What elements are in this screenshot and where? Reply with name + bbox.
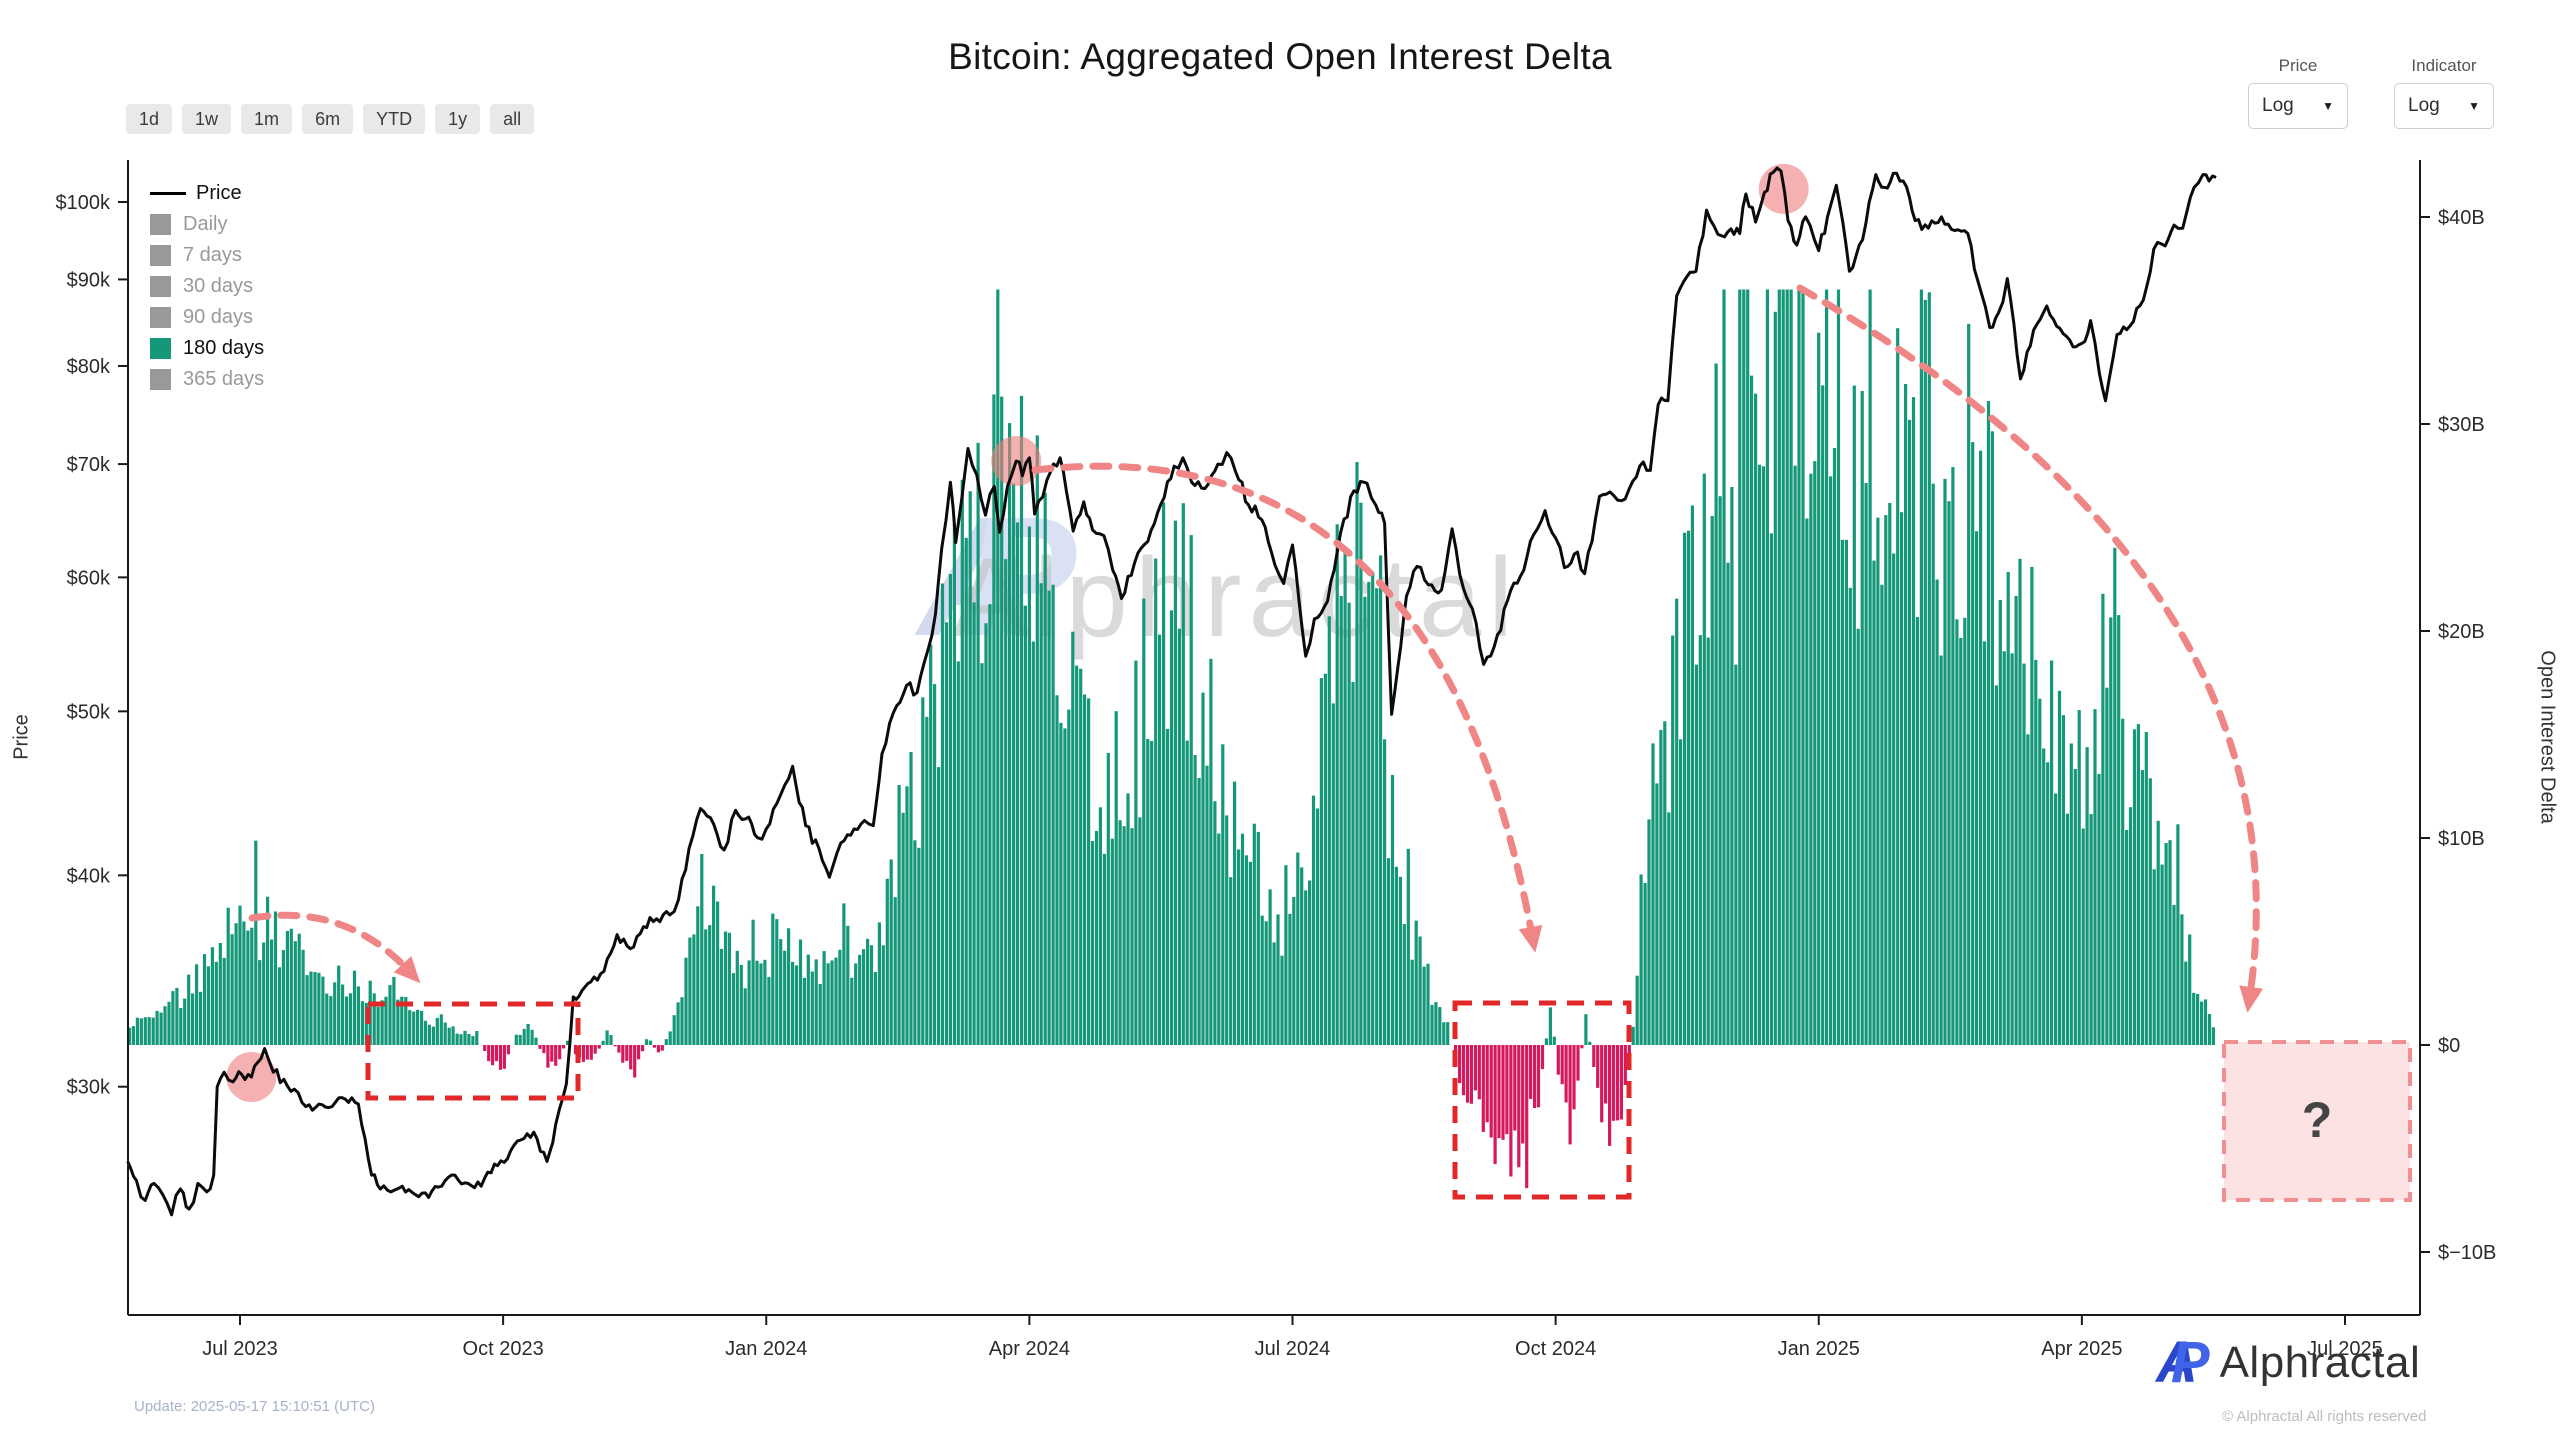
range-button-1w[interactable]: 1w <box>182 104 232 134</box>
legend-item-label: 180 days <box>183 337 265 359</box>
brand-name: Alphractal <box>2219 1338 2421 1387</box>
question-mark-label: ? <box>2302 1092 2333 1148</box>
x-tick-label: Oct 2023 <box>463 1338 544 1360</box>
copyright: © Alphractal All rights reserved <box>2222 1408 2427 1425</box>
legend-square-swatch <box>150 337 171 359</box>
range-button-all[interactable]: all <box>490 104 535 134</box>
indicator-scale-group: Indicator Log ▼ <box>2394 56 2494 129</box>
y-left-tick-label: $30k <box>67 1077 111 1099</box>
indicator-scale-label: Indicator <box>2411 56 2477 75</box>
y-left-tick-label: $60k <box>67 567 111 589</box>
y-left-tick-label: $90k <box>67 269 111 291</box>
arrowhead-icon <box>2239 985 2264 1013</box>
price-scale-value: Log <box>2262 95 2294 116</box>
x-tick-label: Apr 2024 <box>989 1338 1070 1360</box>
range-button-1m[interactable]: 1m <box>241 104 293 134</box>
dashed-arrow-curve <box>248 911 412 974</box>
range-buttons: 1d 1w 1m 6m YTD 1y all <box>126 104 535 134</box>
axes: $100k $90k $80k $70k $60k $50k $40k $30k $40B $30… <box>56 160 2496 1360</box>
y-right-tick-label: $10B <box>2438 828 2485 850</box>
x-tick-label: Jul 2025 <box>2307 1338 2383 1360</box>
legend-item-365-days[interactable]: 365 days <box>150 368 264 390</box>
oi-delta-bars <box>127 289 2215 1189</box>
y-right-tick-label: $30B <box>2438 414 2485 436</box>
dashed-arrow-curve <box>1796 284 2260 999</box>
question-box <box>2222 1040 2412 1202</box>
range-button-6m[interactable]: 6m <box>302 104 354 134</box>
alphractal-logo-icon: AP <box>2156 1330 2210 1395</box>
legend-square-swatch <box>150 275 171 297</box>
legend-item-label: 90 days <box>183 306 254 328</box>
indicator-scale-select[interactable]: Log ▼ <box>2394 83 2494 129</box>
y-left-axis-title: Price <box>10 714 33 760</box>
y-left-tick-label: $70k <box>67 454 111 476</box>
chevron-down-icon: ▼ <box>2468 99 2480 113</box>
price-scale-group: Price Log ▼ <box>2248 56 2348 129</box>
brand-logo: AP Alphractal <box>2156 1334 2420 1392</box>
chevron-down-icon: ▼ <box>2322 99 2334 113</box>
legend-square-swatch <box>150 368 171 390</box>
y-right-tick-label: $−10B <box>2438 1242 2496 1264</box>
y-left-tick-label: $50k <box>67 701 111 723</box>
legend: Price Daily 7 days 30 days 90 days 180 days 36… <box>150 182 264 399</box>
x-tick-label: Jul 2023 <box>202 1338 278 1360</box>
legend-item-180-days[interactable]: 180 days <box>150 337 264 359</box>
arrowhead-icon <box>393 955 421 984</box>
page-title: Bitcoin: Aggregated Open Interest Delta <box>948 36 1612 77</box>
price-scale-label: Price <box>2278 56 2318 75</box>
x-tick-label: Jan 2025 <box>1778 1338 1860 1360</box>
y-right-axis-title: Open Interest Delta <box>2536 650 2559 824</box>
range-button-ytd[interactable]: YTD <box>363 104 426 134</box>
legend-item-price[interactable]: Price <box>150 182 264 204</box>
update-timestamp: Update: 2025-05-17 15:10:51 (UTC) <box>134 1398 375 1415</box>
legend-item-label: Daily <box>183 213 228 235</box>
x-tick-label: Jul 2024 <box>1255 1338 1331 1360</box>
legend-item-label: 30 days <box>183 275 254 297</box>
y-right-tick-label: $0 <box>2438 1035 2460 1057</box>
negative-delta-box <box>1452 1000 1632 1200</box>
legend-square-swatch <box>150 213 171 235</box>
x-tick-label: Apr 2025 <box>2041 1338 2122 1360</box>
legend-item-7-days[interactable]: 7 days <box>150 244 264 266</box>
legend-item-daily[interactable]: Daily <box>150 213 264 235</box>
y-right-tick-label: $40B <box>2438 207 2485 229</box>
arrowhead-icon <box>1518 924 1543 953</box>
legend-item-label: 365 days <box>183 368 265 390</box>
y-left-tick-label: $40k <box>67 865 111 887</box>
price-line <box>126 166 2217 1217</box>
legend-square-swatch <box>150 306 171 328</box>
legend-line-swatch <box>150 191 186 195</box>
negative-delta-box <box>365 1001 581 1101</box>
x-tick-label: Oct 2024 <box>1515 1338 1596 1360</box>
legend-item-label: Price <box>196 182 242 204</box>
legend-item-label: 7 days <box>183 244 242 266</box>
legend-item-90-days[interactable]: 90 days <box>150 306 264 328</box>
y-left-tick-label: $100k <box>56 192 111 214</box>
range-button-1y[interactable]: 1y <box>435 104 481 134</box>
trend-arrows <box>248 284 2264 1013</box>
range-button-1d[interactable]: 1d <box>126 104 173 134</box>
y-left-tick-label: $80k <box>67 356 111 378</box>
dashed-arrow-curve <box>1031 462 1536 939</box>
legend-square-swatch <box>150 244 171 266</box>
legend-item-30-days[interactable]: 30 days <box>150 275 264 297</box>
indicator-scale-value: Log <box>2408 95 2440 116</box>
x-tick-label: Jan 2024 <box>725 1338 807 1360</box>
price-scale-select[interactable]: Log ▼ <box>2248 83 2348 129</box>
y-right-tick-label: $20B <box>2438 621 2485 643</box>
